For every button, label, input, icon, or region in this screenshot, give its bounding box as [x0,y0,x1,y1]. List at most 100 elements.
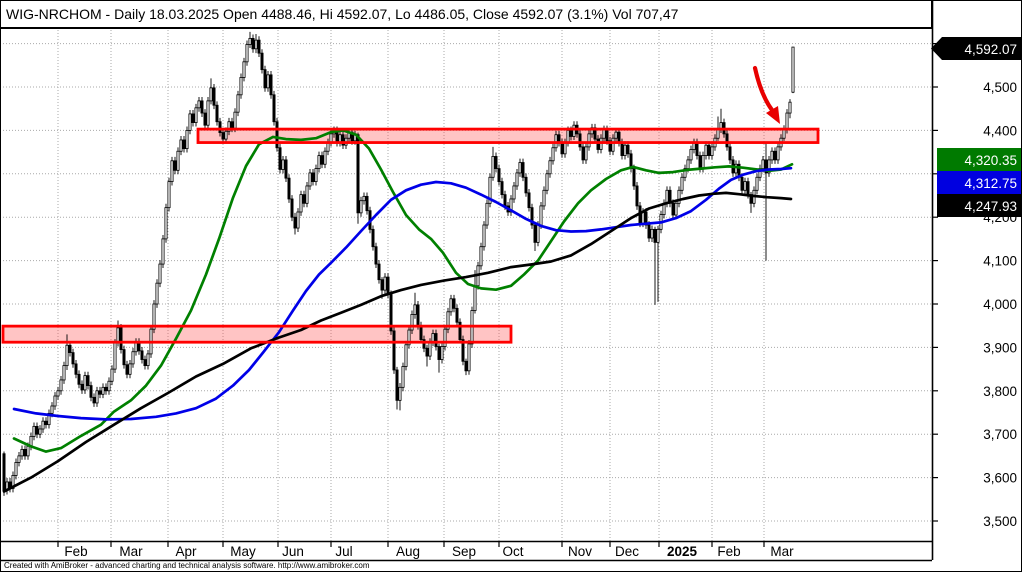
candle-body [284,159,288,179]
candle-body [2,453,6,492]
candle-body [551,147,555,162]
footer-credit: Created with AmiBroker - advanced charti… [4,561,370,570]
candle-body [230,121,234,129]
candle-body [26,445,30,457]
candle-body [95,390,99,404]
candle-body [581,146,585,161]
chart-title: WIG-NRCHOM - Daily 18.03.2025 Open 4488.… [1,1,933,29]
breakout-arrow [752,65,775,113]
candle-body [116,327,120,344]
breakout-arrow-head [766,106,780,124]
candle-body [464,360,468,372]
candle-body [563,142,567,155]
candle-body [665,189,669,204]
candle-body [485,202,489,226]
candle-body [386,276,390,295]
candle-body [545,173,549,191]
candle-body [647,224,651,239]
candle-body [200,100,204,114]
candle-body [446,311,450,330]
x-axis-month-label: Apr [175,544,197,559]
candle-body [245,44,249,63]
candle-body [437,346,441,360]
candle-body [281,159,285,170]
candle-body [194,107,198,123]
candle-body [728,146,732,161]
candle-body [548,160,552,175]
candle-body [620,142,624,156]
candle-body [791,46,795,93]
candle-body [59,379,63,392]
candle-body [23,448,27,457]
candle-body [503,194,507,207]
candle-body [434,333,438,347]
x-axis-month-label: Aug [396,544,420,559]
candle-body [110,368,114,382]
candle-body [92,396,96,404]
candle-body [251,37,255,50]
candle-body [413,304,417,315]
candle-body [377,263,381,281]
candle-body [623,144,627,156]
candle-body [515,172,519,187]
candle-body [482,224,486,248]
candle-body [422,339,426,349]
price-box-ma-blue-text: 4,312.75 [964,176,1017,191]
candle-body [680,176,684,191]
candle-body [743,181,747,191]
candle-body [764,159,768,174]
candle-body [143,359,147,367]
candle-body [362,195,366,202]
candle-body [530,207,534,226]
candle-body [653,228,657,243]
candle-body [11,475,15,489]
candle-body [44,420,48,426]
candle-body [359,200,363,214]
candle-body [455,307,459,323]
candle-body [584,146,588,161]
candle-body [641,211,645,224]
candle-body [689,149,693,161]
candle-body [356,134,360,214]
candle-body [626,144,630,155]
price-box-ma-black-text: 4,247.93 [964,199,1017,214]
candle-body [236,94,240,113]
candle-body [494,156,498,169]
candle-body [761,159,765,169]
candle-body [104,386,108,392]
candle-body [224,130,228,140]
candle-body [383,276,387,291]
x-axis-month-label: Feb [64,544,87,559]
candle-body [491,156,495,178]
candle-body [767,159,771,174]
candle-body [407,329,411,346]
candle-body [542,189,546,207]
grid-lines [3,30,931,541]
candle-body [161,238,165,265]
candle-body [416,304,420,327]
y-axis-label: 4,100 [983,254,1017,269]
candle-body [53,395,57,407]
x-axis-month-label: Dec [615,544,639,559]
x-axis-month-label: May [230,544,256,559]
candle-body [395,369,399,401]
candle-body [158,263,162,284]
candle-body [449,298,453,313]
candle-body [50,405,54,414]
x-axis-month-label: Jul [335,544,352,559]
candle-body [341,134,345,146]
candle-body [320,155,324,165]
price-box-last-close [931,37,1021,60]
candle-body [170,160,174,183]
candle-body [425,347,429,357]
candle-body [140,350,144,360]
candle-body [131,351,135,365]
candle-body [80,383,84,391]
x-axis-month-label: Mar [119,544,143,559]
candle-body [56,390,60,397]
candle-body [227,121,231,132]
candle-body [560,142,564,155]
candle-body [428,341,432,357]
candle-body [269,74,273,96]
